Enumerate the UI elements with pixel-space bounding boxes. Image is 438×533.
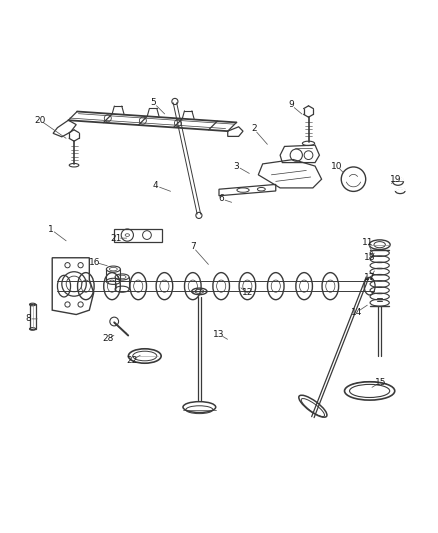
Text: 13: 13 — [213, 330, 225, 338]
Text: 11: 11 — [362, 238, 373, 247]
Text: 18: 18 — [364, 253, 375, 262]
Text: 6: 6 — [218, 195, 224, 203]
Text: 28: 28 — [102, 334, 113, 343]
Text: 2: 2 — [251, 125, 257, 133]
Text: 8: 8 — [25, 314, 31, 324]
Text: 12: 12 — [242, 288, 253, 297]
Text: 9: 9 — [288, 100, 294, 109]
Text: 16: 16 — [89, 257, 100, 266]
Text: 5: 5 — [151, 98, 156, 107]
Text: 15: 15 — [375, 378, 386, 387]
Text: 14: 14 — [351, 308, 362, 317]
Text: 3: 3 — [233, 161, 239, 171]
Text: 20: 20 — [34, 116, 46, 125]
Text: 7: 7 — [190, 243, 196, 252]
Text: 22: 22 — [126, 356, 137, 365]
Text: 17: 17 — [364, 273, 375, 282]
Text: 1: 1 — [48, 225, 54, 234]
Text: 19: 19 — [390, 175, 402, 184]
Text: 21: 21 — [111, 233, 122, 243]
Text: 4: 4 — [153, 181, 159, 190]
Text: 10: 10 — [331, 161, 343, 171]
